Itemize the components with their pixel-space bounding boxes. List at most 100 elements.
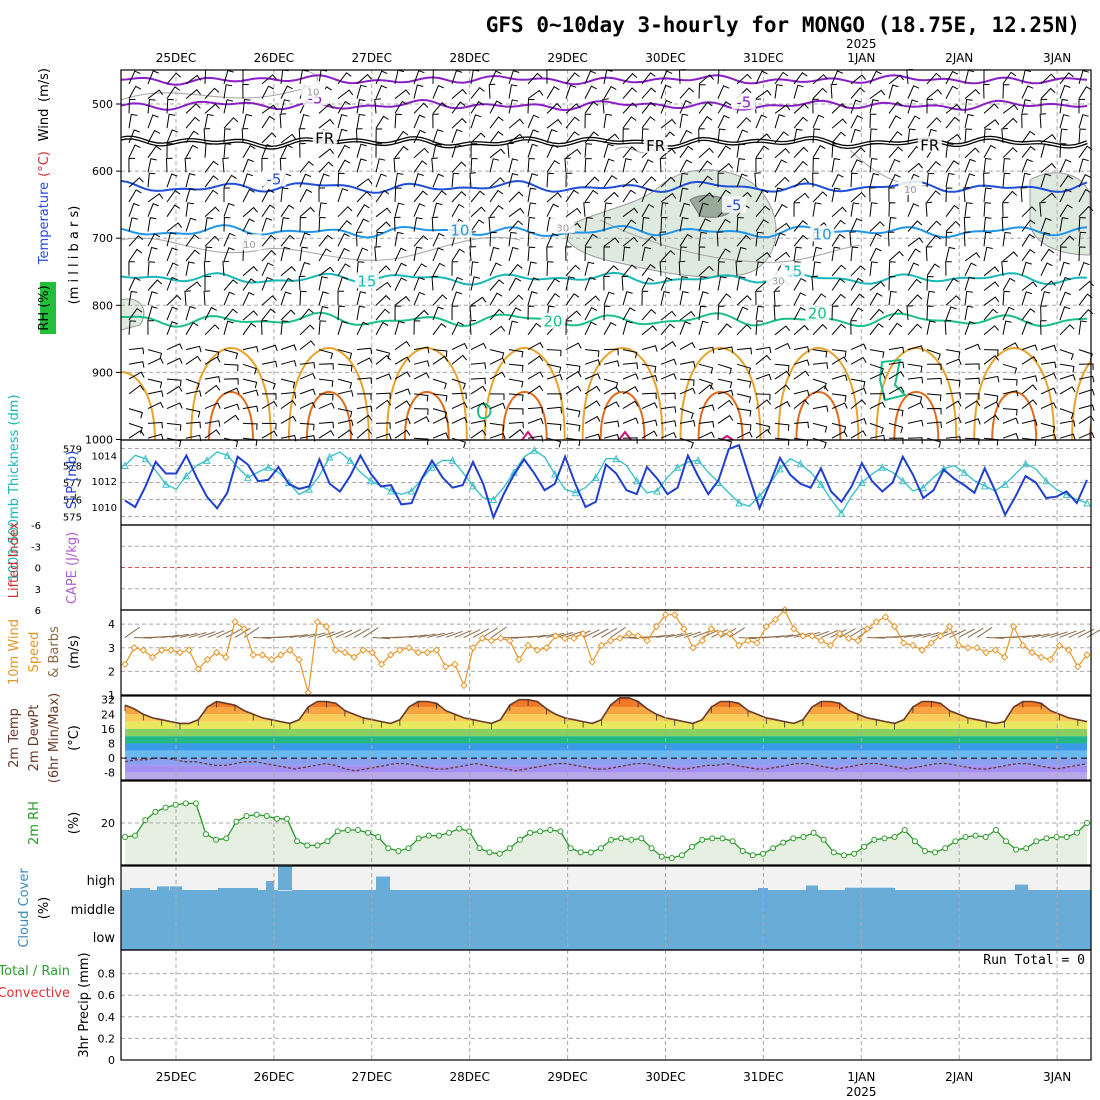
wind-barb: [375, 321, 389, 336]
wind-speed-point: [377, 660, 386, 669]
lifted-index-tick-label: -6: [31, 521, 41, 532]
rh-point: [638, 835, 645, 842]
wind-barb: [603, 113, 613, 129]
precip-tick-label: 0: [108, 1054, 115, 1067]
rh-point: [395, 848, 402, 854]
wind-barb: [337, 263, 351, 277]
wind-barb: [527, 129, 539, 144]
wind-barb: [888, 322, 903, 336]
wind-barb: [584, 189, 599, 203]
wind-barb: [223, 414, 240, 424]
wind-barb: [451, 203, 465, 217]
wind-barb: [394, 305, 402, 321]
wind-barb: [1078, 280, 1094, 291]
wind-barb: [717, 363, 733, 375]
wind-barb-10m: [683, 631, 702, 638]
wind-barb: [337, 128, 348, 144]
wind-barb: [774, 104, 791, 114]
wind-speed-point: [1083, 651, 1091, 659]
wind-barb: [888, 371, 905, 380]
wind-barb: [432, 408, 448, 419]
wind-barb: [128, 98, 136, 114]
temp-line: [124, 696, 1088, 725]
wind-speed-point: [1055, 641, 1064, 650]
wind-speed-point: [295, 655, 303, 664]
wind-barb: [527, 305, 535, 321]
wind-barb: [774, 363, 790, 372]
thickness-tick-label: 575: [63, 513, 82, 524]
day-label-top: 29DEC: [547, 51, 587, 65]
thickness-point: [817, 480, 825, 488]
wind-barb: [812, 246, 823, 262]
wind-barb: [413, 408, 429, 416]
wind-speed-point: [909, 641, 917, 650]
wind-barb: [318, 430, 335, 439]
wind-barb: [793, 72, 808, 85]
pressure-tick-label: 600: [92, 165, 113, 178]
wind-barb: [337, 276, 349, 291]
thickness-point: [1021, 459, 1030, 468]
wind-barb: [888, 290, 897, 306]
wind-barb: [717, 323, 732, 336]
wind-barb: [147, 172, 156, 188]
wind-barb: [660, 249, 676, 262]
wind-barb: [1002, 320, 1012, 335]
wind-barb: [1078, 145, 1093, 158]
wind-barb: [1059, 72, 1074, 85]
cloud-level-label: low: [93, 931, 116, 946]
wind-barb: [1021, 233, 1035, 247]
wind-barb: [698, 384, 714, 395]
wind-barb: [394, 356, 411, 365]
wind-speed-point: [341, 648, 349, 657]
wind-barb: [280, 277, 294, 291]
wind-barb: [679, 187, 689, 203]
wind-barb: [166, 357, 183, 365]
wind-barb: [565, 342, 582, 351]
wind-barb: [489, 148, 506, 159]
wind-barb: [318, 291, 329, 306]
wind-barb: [622, 87, 638, 99]
wind-speed-point: [872, 618, 880, 626]
wind-barb: [755, 320, 764, 335]
contour-label-bg: [766, 270, 791, 287]
wind-barb: [299, 324, 315, 336]
wind-barb: [128, 70, 141, 85]
wind-barb: [185, 202, 194, 217]
wind-barb: [1078, 261, 1090, 276]
contour-label: FR: [315, 130, 334, 148]
wind-barb: [508, 118, 524, 129]
wind-barb: [945, 70, 959, 85]
wind-barb: [963, 216, 971, 232]
wind-barb: [926, 305, 934, 321]
contour-arch-outer: [385, 346, 468, 440]
wind-barb: [1078, 86, 1092, 99]
ylabel-rh2m: 2m RH: [27, 801, 42, 845]
day-label-bottom: 28DEC: [449, 1070, 489, 1084]
wind-barb: [584, 321, 597, 336]
wind-barb: [413, 320, 421, 335]
temp-tick-label: 0: [108, 752, 115, 765]
wind-barb: [489, 131, 504, 144]
ylabel-rh: RH (%): [37, 285, 52, 330]
wind-barb: [603, 401, 620, 410]
wind-barb: [603, 143, 614, 158]
wind-speed-point: [1019, 641, 1027, 650]
wind-barb: [222, 157, 229, 173]
thickness-point: [1001, 480, 1009, 488]
wind-barb: [660, 84, 672, 99]
wind-barb: [660, 202, 669, 217]
wind-barb: [565, 320, 573, 335]
contour-label: -5: [266, 170, 281, 188]
wind-barb: [204, 356, 221, 365]
thickness-point: [530, 446, 539, 454]
wind-barb: [1078, 246, 1086, 262]
wind-barb: [299, 388, 316, 396]
wind-barb: [603, 246, 610, 261]
wind-barb-10m: [592, 628, 609, 638]
wind-tick-label: 1: [108, 689, 115, 702]
wind-barb: [527, 291, 538, 306]
rh-point: [901, 827, 908, 833]
temp-frame: [120, 695, 1092, 781]
wind-barb: [223, 291, 235, 306]
wind-barb: [945, 416, 962, 424]
